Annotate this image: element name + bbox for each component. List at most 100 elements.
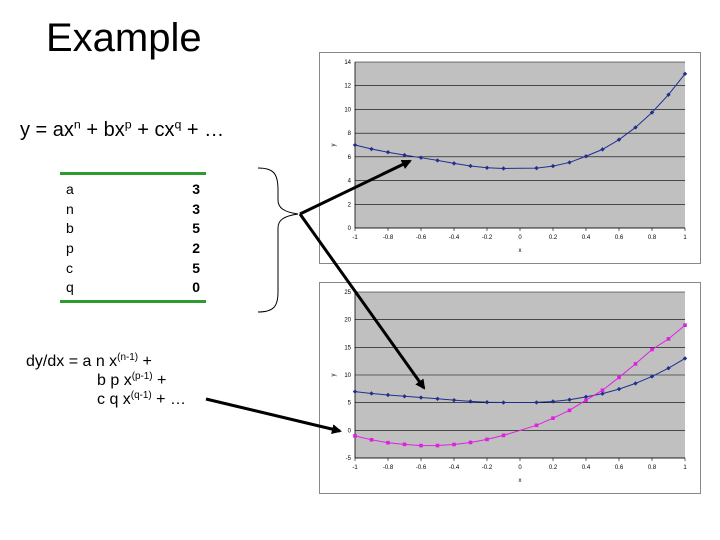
equation-mid1: + bx [80, 119, 125, 141]
derivative-lhs: dy/dx = [26, 353, 83, 370]
data-point [683, 323, 687, 327]
data-point [468, 163, 473, 169]
y-tick-label: 5 [348, 401, 352, 407]
chart-y-and-derivative: -5 0 5 10 15 20 25 -1 -0.8 -0.6 -0.4 -0.2 0 0.2 0.4 0.6… [319, 282, 701, 494]
param-name: n [66, 200, 74, 217]
equation-tail: + … [181, 119, 225, 141]
series-line [354, 73, 686, 169]
data-point [484, 400, 490, 405]
derivative-line-1: dy/dx = a n x(n-1) + [26, 352, 186, 371]
y-tick-label: 10 [344, 373, 351, 379]
data-point [666, 337, 671, 341]
data-point [402, 442, 407, 447]
y-tick-label: 20 [344, 318, 351, 324]
data-point [550, 163, 556, 169]
exponent-p: p [124, 117, 132, 132]
data-point [501, 433, 506, 438]
y-tick-label: 8 [348, 131, 352, 137]
y-tick-label: 12 [344, 84, 351, 90]
data-point [650, 347, 654, 352]
y-tick-label: 14 [344, 60, 351, 66]
data-point [649, 374, 655, 379]
data-point [616, 137, 622, 142]
arrow-to-derivative-curve [205, 397, 342, 435]
data-point [649, 110, 655, 115]
data-point [682, 356, 688, 361]
y-tick-label: -5 [346, 456, 352, 462]
x-tick-label: 1 [683, 465, 687, 471]
data-point [633, 125, 638, 130]
polynomial-equation: y = axn + bxp + cxq + … [20, 117, 225, 141]
data-point [600, 388, 605, 393]
param-name: p [66, 239, 74, 256]
x-tick-label: 0.8 [648, 235, 657, 241]
exponent-n: n [73, 117, 81, 132]
x-tick-label: 0.8 [648, 465, 657, 471]
data-point [369, 391, 374, 396]
y-tick-label: 0 [348, 428, 352, 434]
arrow-to-y-curve-lower [298, 213, 426, 390]
data-point [435, 443, 440, 448]
data-point [534, 423, 539, 428]
data-point [386, 440, 390, 445]
data-point [468, 440, 473, 445]
series-line [354, 324, 686, 447]
derivative-plus: + [138, 353, 152, 370]
data-point [633, 362, 638, 366]
data-point [567, 160, 572, 165]
data-point [501, 166, 506, 171]
data-point [402, 394, 407, 399]
param-name: b [66, 220, 74, 237]
x-tick-label: 0.2 [549, 235, 558, 241]
derivative-equation: dy/dx = a n x(n-1) + b p x(p-1) + c q x(… [26, 352, 186, 409]
y-tick-label: 15 [344, 345, 351, 351]
chart-y-svg: 0 2 4 6 8 10 12 14 -1 -0.8 -0.6 -0.4 -0.2 0 0.2 0.4 0.6 0… [319, 52, 701, 264]
data-point [352, 142, 358, 148]
derivative-plus: + … [151, 391, 186, 408]
x-tick-label: 1 [683, 235, 687, 241]
param-value: 5 [192, 220, 200, 237]
exponent-q: q [174, 117, 182, 132]
x-tick-label: -0.8 [383, 235, 394, 241]
derivative-term: c q x [97, 391, 131, 408]
x-tick-label: 0.4 [582, 235, 591, 241]
x-tick-label: 0.6 [615, 465, 624, 471]
param-value: 2 [192, 239, 200, 256]
data-point [451, 161, 457, 166]
derivative-term: a n x [82, 353, 118, 370]
derivative-exponent: (q-1) [130, 390, 152, 402]
x-tick-label: -1 [352, 235, 358, 241]
data-point [567, 397, 572, 402]
x-tick-label: 0.2 [549, 465, 558, 471]
data-point [666, 92, 671, 97]
chart-y-curve: 0 2 4 6 8 10 12 14 -1 -0.8 -0.6 -0.4 -0.2 0 0.2 0.4 0.6 0… [319, 52, 701, 264]
y-axis-label: y [331, 374, 337, 377]
data-point [567, 408, 572, 413]
y-tick-label: 25 [344, 290, 351, 296]
data-point [682, 71, 688, 77]
equation-mid2: + cx [131, 119, 175, 141]
data-point [452, 442, 456, 447]
derivative-plus: + [152, 372, 167, 389]
data-point [402, 152, 407, 158]
param-name: a [66, 180, 74, 197]
data-point [551, 416, 555, 420]
x-tick-label: -0.2 [482, 465, 493, 471]
curly-brace [257, 167, 299, 313]
data-point [600, 147, 605, 152]
arrow-to-y-curve [299, 159, 412, 216]
y-tick-label: 4 [348, 179, 352, 185]
data-point [385, 392, 391, 398]
plot-area [355, 62, 685, 228]
equation-lead: y = ax [20, 119, 74, 141]
x-tick-label: -0.2 [482, 235, 493, 241]
data-point [666, 365, 671, 371]
param-value: 3 [192, 180, 200, 197]
data-point [419, 443, 423, 448]
x-axis-label: x [519, 478, 522, 484]
derivative-exponent: (n-1) [117, 352, 139, 364]
